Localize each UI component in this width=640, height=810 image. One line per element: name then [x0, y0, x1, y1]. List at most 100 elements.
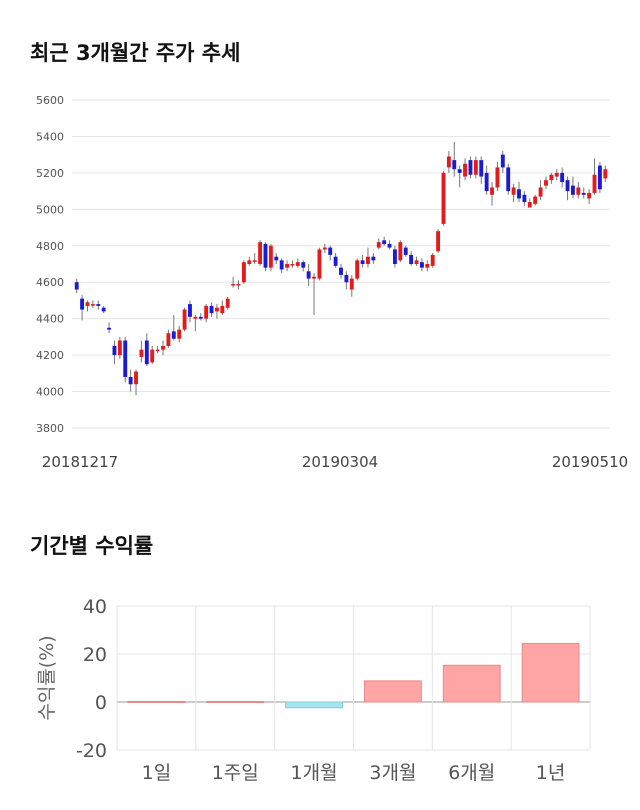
x-category-label: 3개월: [369, 762, 416, 784]
x-category-label: 1개월: [291, 762, 338, 784]
candle-body: [344, 274, 349, 283]
y-tick-label: 4200: [36, 349, 64, 362]
candle-body: [134, 371, 138, 385]
candle-body: [204, 305, 209, 319]
y-axis-label: 수익률(%): [36, 635, 58, 720]
return-bar: [521, 642, 580, 703]
candle-body: [258, 242, 263, 264]
x-category-label: 1년: [536, 762, 566, 784]
x-date-label: 20181217: [42, 453, 118, 471]
y-tick-label: 5000: [36, 203, 64, 216]
candle-body: [112, 346, 117, 356]
candle-body: [290, 264, 295, 266]
return-bar: [364, 680, 422, 703]
returns-chart-title: 기간별 수익률: [30, 534, 154, 558]
candle-body: [193, 316, 198, 319]
x-category-label: 1일: [142, 762, 172, 784]
y-tick-label: 4400: [36, 313, 64, 326]
candle-body: [306, 271, 311, 279]
candle-body: [328, 247, 333, 255]
candle-body: [355, 260, 360, 279]
y-tick-label: 3800: [36, 422, 64, 435]
candle-body: [101, 307, 106, 312]
candle-body: [592, 174, 597, 193]
candle-body: [333, 256, 338, 266]
candle-body: [263, 243, 268, 268]
candle-body: [322, 247, 327, 250]
candle-body: [107, 327, 112, 330]
candle-body: [597, 165, 602, 190]
candle-body: [231, 284, 236, 286]
y-tick-label: 0: [95, 692, 107, 714]
x-category-label: 6개월: [448, 762, 495, 784]
y-tick-label: 4800: [36, 240, 64, 253]
candle-body: [500, 154, 505, 168]
candle-body: [425, 264, 430, 268]
candle-body: [527, 202, 532, 208]
candle-body: [581, 192, 586, 195]
candle-body: [468, 160, 473, 175]
candle-body: [241, 262, 246, 283]
candle-body: [554, 172, 559, 177]
candle-body: [387, 243, 392, 248]
candle-body: [236, 284, 241, 286]
candle-body: [441, 172, 446, 224]
x-date-label: 20190304: [302, 453, 378, 471]
candle-body: [301, 262, 306, 268]
y-tick-label: 4000: [36, 386, 64, 399]
candle-body: [587, 192, 592, 199]
candle-body: [225, 298, 230, 308]
candle-body: [85, 302, 90, 306]
candle-body: [139, 349, 144, 357]
candle-body: [484, 172, 489, 192]
candle-body: [517, 189, 521, 199]
candle-body: [549, 174, 554, 181]
candle-body: [144, 340, 149, 365]
return-bar: [442, 664, 501, 703]
y-tick-label: 4600: [36, 276, 64, 289]
candle-body: [349, 278, 354, 290]
candle-body: [392, 249, 397, 264]
candle-body: [371, 256, 376, 261]
candle-body: [403, 247, 408, 255]
candle-body: [177, 329, 182, 339]
candle-body: [430, 254, 435, 266]
return-bar: [285, 701, 343, 709]
candle-body: [279, 260, 284, 270]
candle-body: [312, 276, 316, 279]
return-bar: [127, 701, 186, 703]
candle-body: [247, 260, 252, 264]
candle-body: [295, 262, 300, 266]
candle-body: [90, 304, 95, 306]
candle-body: [155, 349, 160, 352]
candle-body: [96, 304, 101, 306]
candle-body: [117, 340, 122, 356]
candle-body: [182, 309, 187, 330]
candle-body: [473, 160, 478, 175]
y-tick-label: -20: [76, 740, 107, 762]
candle-body: [479, 160, 484, 177]
candle-body: [209, 305, 214, 314]
candle-body: [533, 196, 538, 204]
candle-body: [409, 254, 414, 264]
candle-body: [414, 260, 419, 264]
candle-body: [366, 256, 370, 264]
candle-body: [214, 307, 219, 312]
candle-body: [506, 167, 511, 192]
candle-body: [150, 349, 155, 363]
candle-body: [436, 231, 441, 252]
candle-body: [268, 245, 273, 268]
return-bar: [206, 701, 265, 703]
candle-body: [161, 346, 165, 350]
candle-body: [576, 187, 581, 195]
candle-body: [565, 180, 570, 192]
candle-body: [317, 249, 322, 279]
candle-body: [252, 260, 257, 262]
candle-body: [603, 169, 608, 179]
x-category-label: 1주일: [212, 762, 259, 784]
candle-body: [274, 256, 279, 261]
candle-body: [220, 305, 225, 314]
candle-body: [457, 169, 462, 173]
price-chart-title: 최근 3개월간 주가 추세: [30, 41, 241, 65]
candle-body: [570, 185, 575, 195]
